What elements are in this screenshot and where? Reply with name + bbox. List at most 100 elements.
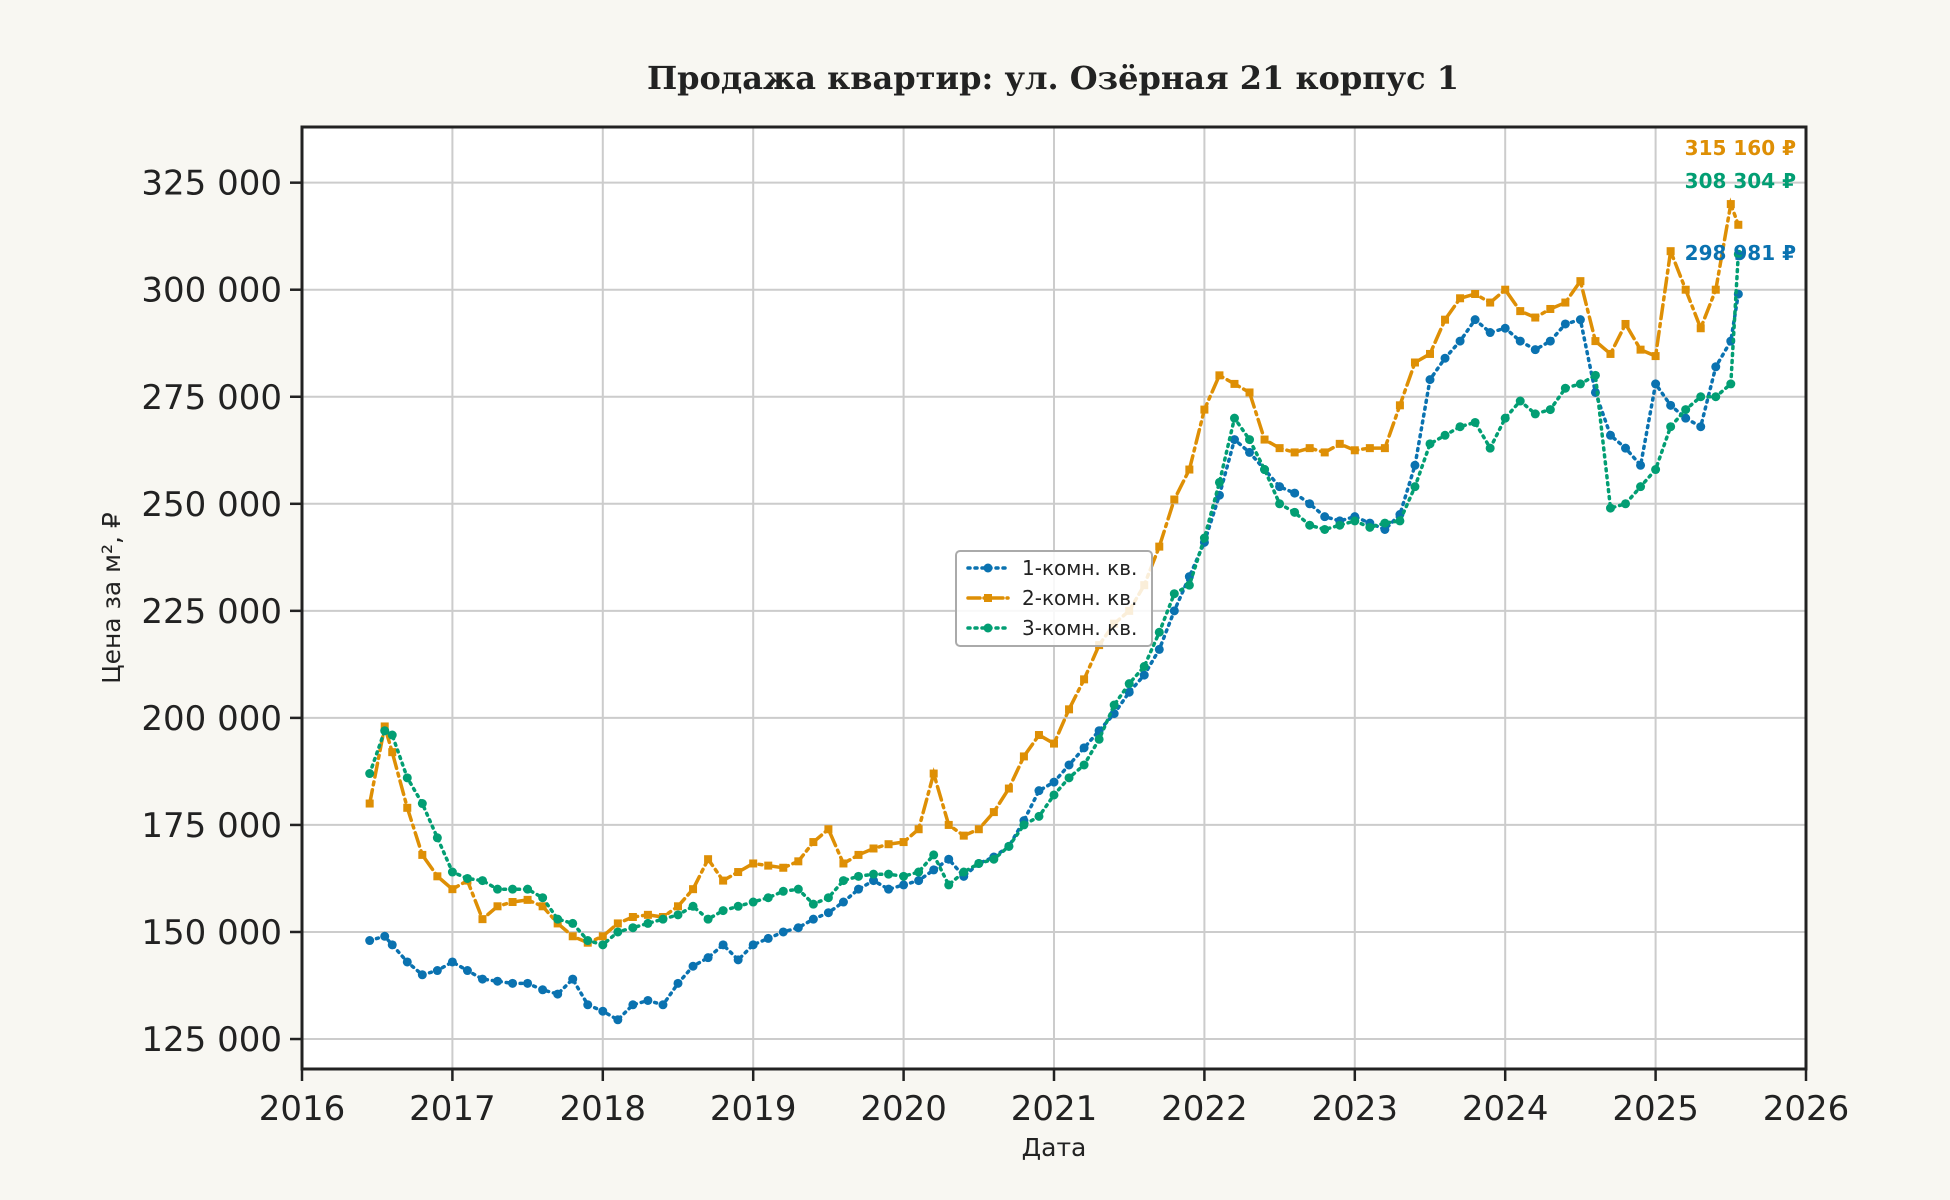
- data-point: [643, 995, 653, 1005]
- legend-marker: [983, 563, 993, 573]
- data-point: [1590, 370, 1600, 380]
- data-point: [1471, 289, 1480, 298]
- data-point: [1711, 362, 1721, 372]
- data-point: [598, 932, 607, 941]
- data-point: [568, 918, 578, 928]
- data-point: [808, 899, 818, 909]
- data-point: [1410, 460, 1420, 470]
- data-point: [733, 901, 743, 911]
- data-point: [824, 825, 833, 834]
- data-point: [1485, 443, 1495, 453]
- data-point: [974, 858, 984, 868]
- data-point: [1410, 358, 1419, 367]
- x-axis: 2016 2017 2018 2019 2020 2021 2022 2023 2024 2025…: [259, 1069, 1849, 1129]
- data-point: [1185, 465, 1194, 474]
- data-point: [778, 927, 788, 937]
- legend-item: 1-комн. кв.: [966, 556, 1137, 580]
- data-point: [1305, 520, 1315, 530]
- data-point: [1651, 379, 1661, 389]
- data-point: [1395, 401, 1404, 410]
- data-point: [1560, 383, 1570, 393]
- data-point: [1275, 444, 1284, 453]
- data-point: [763, 893, 773, 903]
- data-point: [839, 859, 848, 868]
- data-point: [884, 840, 893, 849]
- data-point: [1734, 220, 1743, 229]
- data-point: [1515, 396, 1525, 406]
- data-point: [628, 923, 638, 933]
- data-point: [1064, 760, 1074, 770]
- data-point: [1380, 444, 1389, 453]
- data-point: [1606, 349, 1615, 358]
- data-point: [417, 970, 427, 980]
- y-axis-label: Цена за м², ₽: [97, 512, 126, 684]
- data-point: [1666, 247, 1675, 256]
- data-point: [764, 861, 773, 870]
- data-point: [1365, 444, 1374, 453]
- x-tick-label: 2016: [259, 1089, 346, 1129]
- data-point: [1155, 542, 1164, 551]
- data-point: [432, 833, 442, 843]
- data-point: [523, 884, 533, 894]
- data-point: [1711, 285, 1720, 294]
- data-point: [1290, 448, 1299, 457]
- data-point: [643, 910, 652, 919]
- data-point: [733, 955, 743, 965]
- data-point: [1455, 422, 1465, 432]
- data-point: [418, 850, 427, 859]
- data-point: [1726, 379, 1736, 389]
- data-point: [538, 902, 547, 911]
- data-point: [1440, 430, 1450, 440]
- y-tick-label: 225 000: [141, 592, 282, 632]
- legend-marker: [983, 623, 993, 633]
- data-point: [914, 825, 923, 834]
- data-point: [809, 838, 818, 847]
- data-point: [1681, 405, 1691, 415]
- data-point: [447, 867, 457, 877]
- data-point: [365, 769, 375, 779]
- data-point: [1696, 392, 1706, 402]
- data-point: [553, 914, 563, 924]
- data-point: [734, 868, 743, 877]
- data-point: [929, 769, 938, 778]
- x-tick-label: 2018: [560, 1089, 647, 1129]
- data-point: [1260, 465, 1270, 475]
- data-point: [403, 803, 412, 812]
- data-point: [838, 897, 848, 907]
- data-point: [1305, 444, 1314, 453]
- data-point: [433, 872, 442, 881]
- data-point: [523, 895, 532, 904]
- data-point: [1425, 439, 1435, 449]
- data-point: [1305, 499, 1315, 509]
- data-point: [1696, 422, 1706, 432]
- data-point: [1545, 336, 1555, 346]
- data-point: [1109, 700, 1119, 710]
- data-point: [929, 865, 939, 875]
- data-point: [1651, 465, 1661, 475]
- data-point: [1290, 507, 1300, 517]
- legend-item: 2-комн. кв.: [966, 586, 1137, 610]
- data-point: [380, 726, 390, 736]
- data-point: [1515, 336, 1525, 346]
- data-point: [1546, 304, 1555, 313]
- data-point: [1500, 413, 1510, 423]
- data-point: [1079, 760, 1089, 770]
- data-point: [1124, 687, 1134, 697]
- data-point: [613, 919, 622, 928]
- data-point: [884, 884, 894, 894]
- data-point: [779, 863, 788, 872]
- data-point: [1696, 324, 1705, 333]
- y-tick-label: 200 000: [141, 699, 282, 739]
- data-point: [478, 915, 487, 924]
- data-point: [944, 820, 953, 829]
- data-point: [477, 876, 487, 886]
- data-point: [628, 1000, 638, 1010]
- data-point: [658, 1000, 668, 1010]
- data-point: [508, 884, 518, 894]
- data-point: [778, 886, 788, 896]
- data-point: [658, 914, 668, 924]
- data-point: [598, 940, 608, 950]
- data-point: [613, 1015, 623, 1025]
- y-tick-label: 175 000: [141, 806, 282, 846]
